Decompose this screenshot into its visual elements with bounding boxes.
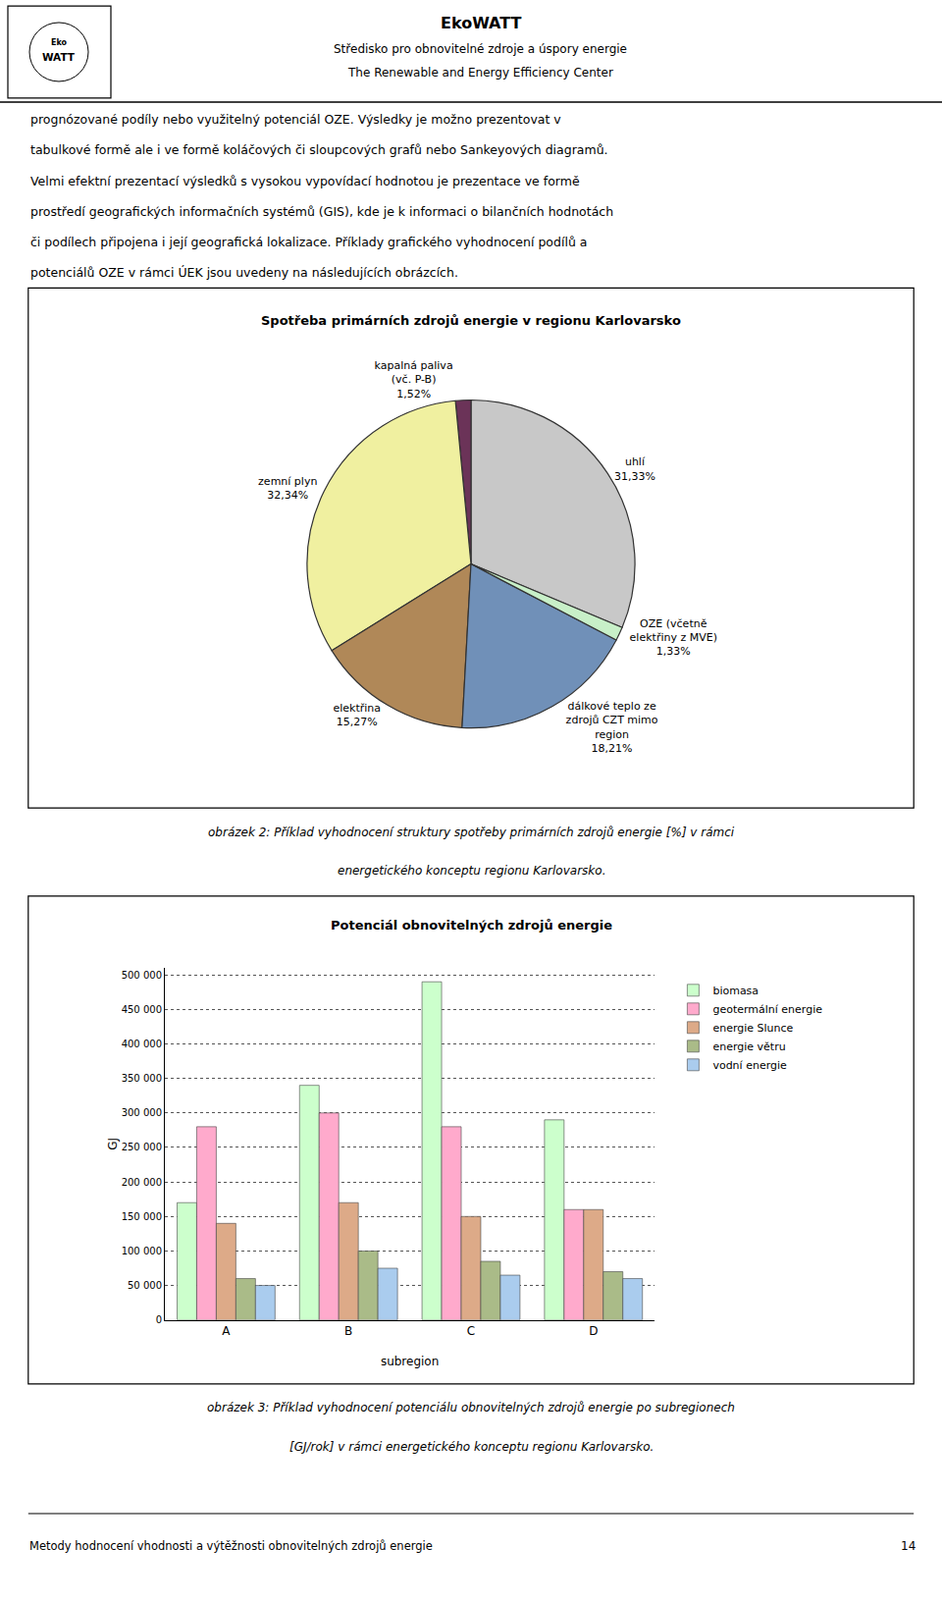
svg-text:Spotřeba primárních zdrojů ene: Spotřeba primárních zdrojů energie v reg…: [261, 313, 681, 328]
svg-text:obrázek 3: Příklad vyhodnocení: obrázek 3: Příklad vyhodnocení potenciál…: [207, 1400, 735, 1414]
svg-text:0: 0: [156, 1313, 162, 1325]
svg-text:energie Slunce: energie Slunce: [712, 1021, 793, 1035]
svg-text:WATT: WATT: [42, 51, 76, 63]
svg-text:OZE (včetněelektřiny z MVE)1,3: OZE (včetněelektřiny z MVE)1,33%: [629, 617, 718, 659]
svg-text:Metody hodnocení vhodnosti a v: Metody hodnocení vhodnosti a výtěžnosti …: [29, 1538, 433, 1553]
svg-text:Potenciál obnovitelných zdrojů: Potenciál obnovitelných zdrojů energie: [330, 917, 613, 933]
svg-text:D: D: [588, 1323, 598, 1338]
svg-text:subregion: subregion: [380, 1354, 439, 1368]
svg-text:vodní energie: vodní energie: [712, 1058, 787, 1072]
svg-text:Eko: Eko: [51, 38, 68, 48]
svg-text:300 000: 300 000: [121, 1106, 162, 1118]
svg-text:C: C: [467, 1323, 475, 1338]
svg-text:50 000: 50 000: [127, 1279, 162, 1291]
svg-text:biomasa: biomasa: [712, 984, 759, 997]
svg-text:200 000: 200 000: [121, 1176, 162, 1188]
svg-text:150 000: 150 000: [121, 1210, 162, 1222]
svg-text:obrázek 2: Příklad vyhodnocení: obrázek 2: Příklad vyhodnocení struktury…: [208, 825, 735, 839]
svg-text:500 000: 500 000: [121, 969, 162, 981]
svg-text:zemní plyn32,34%: zemní plyn32,34%: [258, 474, 317, 502]
svg-text:EkoWATT: EkoWATT: [440, 13, 522, 33]
svg-text:350 000: 350 000: [121, 1072, 162, 1084]
svg-text:450 000: 450 000: [121, 1003, 162, 1015]
svg-text:kapalná paliva(vč. P-B)1,52%: kapalná paliva(vč. P-B)1,52%: [374, 359, 454, 401]
svg-text:geotermální energie: geotermální energie: [712, 1002, 823, 1016]
svg-text:100 000: 100 000: [121, 1245, 162, 1256]
svg-text:Velmi efektní prezentací výsle: Velmi efektní prezentací výsledků s vyso…: [30, 173, 580, 189]
svg-text:Středisko pro obnovitelné zdro: Středisko pro obnovitelné zdroje a úspor…: [333, 42, 628, 56]
svg-text:The Renewable and Energy Effic: The Renewable and Energy Efficiency Cent…: [347, 65, 614, 80]
svg-text:A: A: [221, 1323, 231, 1338]
svg-text:energie větru: energie větru: [712, 1040, 785, 1053]
svg-text:dálkové teplo zezdrojů CZT mim: dálkové teplo zezdrojů CZT mimoregion18,…: [566, 699, 659, 755]
svg-text:prognózované podíly nebo využi: prognózované podíly nebo využitelný pote…: [30, 111, 562, 127]
svg-text:400 000: 400 000: [121, 1038, 162, 1049]
svg-text:potenciálů OZE v rámci ÚEK jso: potenciálů OZE v rámci ÚEK jsou uvedeny …: [30, 264, 459, 280]
svg-text:B: B: [344, 1323, 353, 1338]
svg-text:či podílech připojena i její g: či podílech připojena i její geografická…: [30, 234, 587, 250]
svg-text:[GJ/rok] v rámci energetického: [GJ/rok] v rámci energetického konceptu …: [289, 1439, 654, 1454]
svg-text:elektřina15,27%: elektřina15,27%: [333, 701, 382, 729]
svg-text:energetického konceptu regionu: energetického konceptu regionu Karlovars…: [337, 863, 606, 878]
svg-text:GJ: GJ: [105, 1137, 120, 1151]
svg-text:uhlí31,33%: uhlí31,33%: [614, 455, 656, 482]
svg-text:250 000: 250 000: [121, 1141, 162, 1152]
svg-text:14: 14: [900, 1538, 916, 1553]
svg-text:prostředí geografických inform: prostředí geografických informačních sys…: [30, 204, 614, 219]
svg-text:tabulkové formě ale i ve formě: tabulkové formě ale i ve formě koláčovýc…: [30, 142, 609, 157]
